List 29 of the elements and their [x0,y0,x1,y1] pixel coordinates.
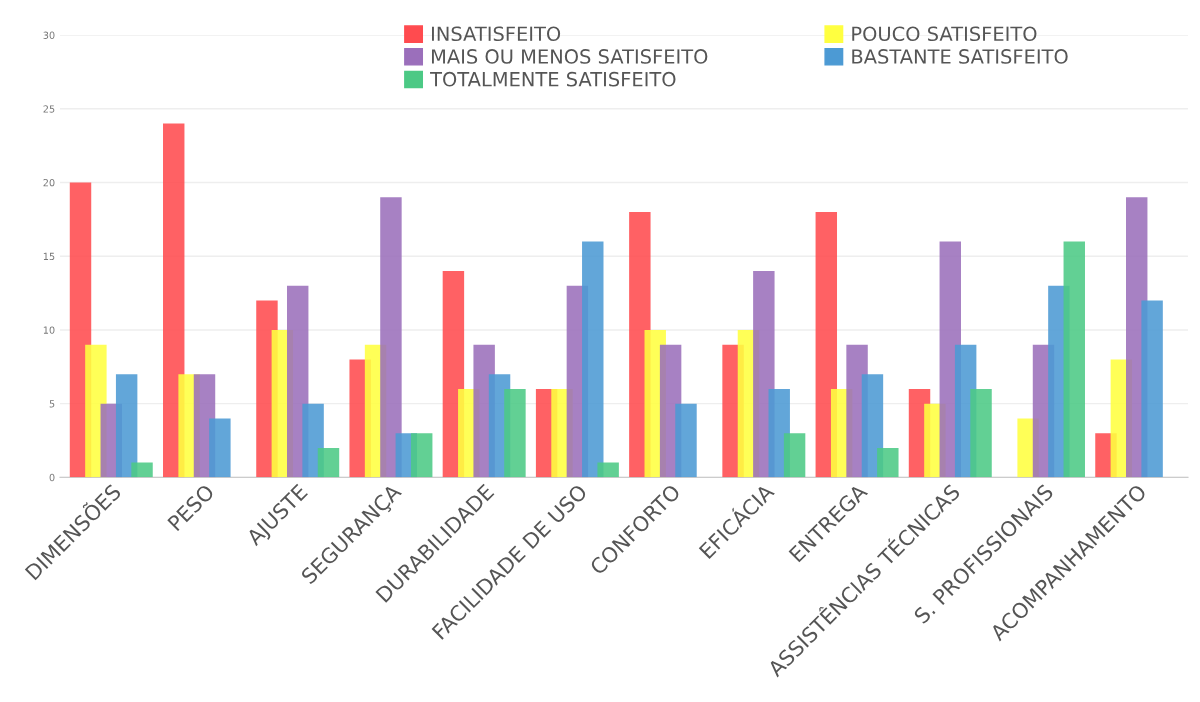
bar [970,388,992,478]
y-tick-label: 20 [43,179,55,187]
bar [861,374,884,478]
bar [783,433,806,478]
bar [877,447,899,478]
legend-label: BASTANTE SATISFEITO [852,49,1068,64]
y-tick-label: 15 [43,252,55,261]
bar [131,462,153,478]
y-tick-label: 5 [49,400,55,408]
bar [1063,241,1085,478]
bar [209,418,231,478]
legend-label: TOTALMENTE SATISFEITO [430,71,676,87]
bar [317,447,340,478]
y-tick-label: 30 [43,31,55,39]
bar [597,462,619,478]
bar [115,374,138,478]
y-tick-label: 25 [43,105,55,113]
legend-label: MAIS OU MENOS SATISFEITO [432,49,708,64]
bar [504,388,526,478]
bar [582,241,604,478]
legend-label: INSATISFEITO [432,26,561,42]
y-tick-label: 0 [49,473,55,482]
bar [1141,300,1163,478]
bar [163,123,185,478]
bar [675,403,697,478]
bar [380,197,402,478]
y-tick-label: 10 [43,326,55,334]
legend-label: POUCO SATISFEITO [852,26,1037,42]
bar [410,433,433,478]
